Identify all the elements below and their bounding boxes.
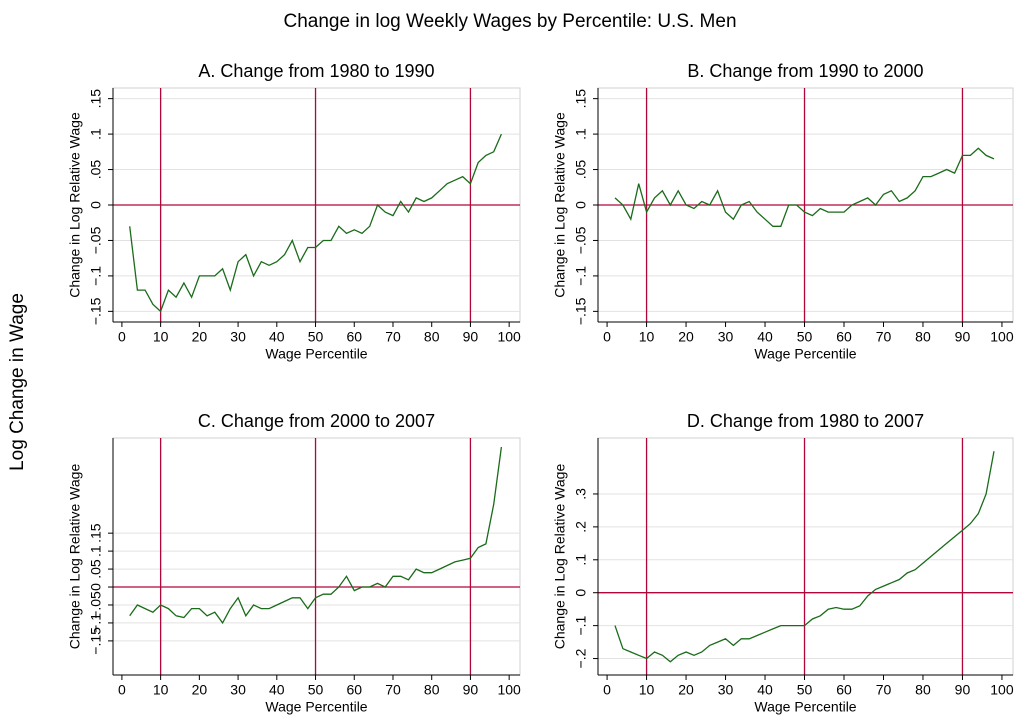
x-tick-label: 70 — [385, 682, 401, 698]
x-tick-label: 90 — [463, 682, 479, 698]
y-tick-label: .05 — [88, 160, 104, 180]
y-tick-label: .15 — [88, 89, 104, 109]
y-tick-label: .05 — [88, 559, 104, 579]
x-axis-label: Wage Percentile — [754, 346, 856, 362]
x-tick-label: 30 — [230, 329, 246, 345]
x-tick-label: 50 — [308, 329, 324, 345]
x-tick-label: 80 — [915, 682, 931, 698]
y-tick-label: 0 — [88, 201, 104, 209]
x-tick-label: 0 — [603, 682, 611, 698]
x-tick-label: 20 — [678, 329, 694, 345]
y-tick-label: −.05 — [88, 226, 104, 254]
x-tick-label: 70 — [385, 329, 401, 345]
y-tick-label: 0 — [573, 201, 589, 209]
y-tick-label: −.1 — [573, 266, 589, 286]
y-axis-label: Change in Log Relative Wage — [67, 112, 83, 298]
y-tick-label: .15 — [88, 523, 104, 543]
y-tick-label: .1 — [88, 545, 104, 557]
x-axis-label: Wage Percentile — [754, 699, 856, 715]
x-tick-label: 70 — [876, 329, 892, 345]
x-tick-label: 40 — [269, 682, 285, 698]
x-tick-label: 60 — [836, 682, 852, 698]
x-tick-label: 100 — [497, 329, 521, 345]
y-tick-label: .2 — [573, 521, 589, 533]
y-axis-label: Change in Log Relative Wage — [552, 464, 568, 650]
x-tick-label: 40 — [269, 329, 285, 345]
x-tick-label: 50 — [797, 682, 813, 698]
x-tick-label: 20 — [192, 682, 208, 698]
y-tick-label: −.15 — [88, 627, 104, 655]
y-tick-label: −.1 — [88, 613, 104, 633]
x-tick-label: 0 — [603, 329, 611, 345]
data-line — [614, 147, 995, 227]
x-tick-label: 50 — [308, 682, 324, 698]
data-line — [614, 451, 995, 663]
y-tick-label: −.1 — [88, 266, 104, 286]
y-tick-label: −.05 — [573, 226, 589, 254]
y-tick-label: 0 — [88, 583, 104, 591]
x-tick-label: 20 — [678, 682, 694, 698]
x-tick-label: 100 — [990, 682, 1014, 698]
y-tick-label: 0 — [573, 589, 589, 597]
y-tick-label: .3 — [573, 488, 589, 500]
x-tick-label: 50 — [797, 329, 813, 345]
x-tick-label: 40 — [757, 682, 773, 698]
x-tick-label: 0 — [118, 682, 126, 698]
panel-title: C. Change from 2000 to 2007 — [198, 411, 435, 431]
y-tick-label: −.15 — [573, 297, 589, 325]
data-line — [129, 133, 502, 313]
y-axis-label: Change in Log Relative Wage — [67, 464, 83, 650]
y-tick-label: .1 — [88, 128, 104, 140]
x-tick-label: 100 — [990, 329, 1014, 345]
x-tick-label: 60 — [346, 329, 362, 345]
x-tick-label: 90 — [955, 329, 971, 345]
x-axis-label: Wage Percentile — [265, 699, 367, 715]
y-axis-label: Change in Log Relative Wage — [552, 112, 568, 298]
figure-y-label: Log Change in Wage — [7, 293, 28, 471]
x-tick-label: 90 — [463, 329, 479, 345]
x-tick-label: 0 — [118, 329, 126, 345]
y-tick-label: −.2 — [573, 648, 589, 668]
x-tick-label: 10 — [639, 329, 655, 345]
panel-title: D. Change from 1980 to 2007 — [687, 411, 924, 431]
figure-title: Change in log Weekly Wages by Percentile… — [283, 11, 736, 32]
plot-area — [597, 437, 1014, 676]
panel-title: B. Change from 1990 to 2000 — [687, 61, 923, 81]
x-tick-label: 80 — [424, 329, 440, 345]
y-tick-label: −.1 — [573, 615, 589, 635]
x-tick-label: 80 — [424, 682, 440, 698]
x-tick-label: 10 — [153, 682, 169, 698]
x-tick-label: 80 — [915, 329, 931, 345]
plot-area — [112, 437, 521, 676]
x-tick-label: 30 — [718, 329, 734, 345]
x-tick-label: 30 — [230, 682, 246, 698]
x-tick-label: 10 — [639, 682, 655, 698]
x-tick-label: 60 — [836, 329, 852, 345]
x-tick-label: 20 — [192, 329, 208, 345]
y-tick-label: −.05 — [88, 591, 104, 619]
y-tick-label: .15 — [573, 89, 589, 109]
x-tick-label: 60 — [346, 682, 362, 698]
x-tick-label: 30 — [718, 682, 734, 698]
y-tick-label: .1 — [573, 128, 589, 140]
x-tick-label: 100 — [497, 682, 521, 698]
x-tick-label: 40 — [757, 329, 773, 345]
data-line — [129, 446, 503, 625]
panel-title: A. Change from 1980 to 1990 — [198, 61, 434, 81]
y-tick-label: .05 — [573, 160, 589, 180]
x-tick-label: 70 — [876, 682, 892, 698]
y-tick-label: .1 — [573, 554, 589, 566]
x-tick-label: 90 — [955, 682, 971, 698]
x-axis-label: Wage Percentile — [265, 346, 367, 362]
x-tick-label: 10 — [153, 329, 169, 345]
y-tick-label: −.15 — [88, 297, 104, 325]
